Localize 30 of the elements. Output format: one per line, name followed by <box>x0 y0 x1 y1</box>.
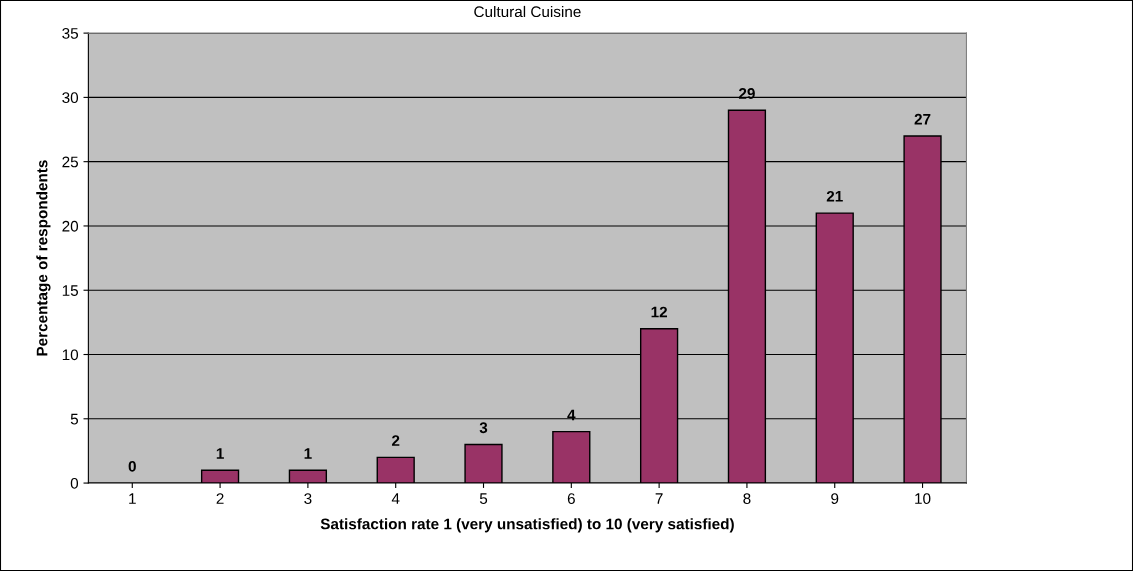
x-tick-label: 5 <box>479 493 488 505</box>
data-label: 2 <box>391 435 400 446</box>
x-axis-title: Satisfaction rate 1 (very unsatisfied) to 10 (very satisfied) <box>320 518 734 533</box>
x-tick-label: 4 <box>391 493 400 504</box>
y-tick-label: 30 <box>62 92 79 104</box>
x-tick-label: 8 <box>743 493 751 505</box>
y-tick-label: 35 <box>62 27 79 39</box>
x-tick-label: 9 <box>831 493 839 505</box>
x-tick-label: 3 <box>304 493 312 505</box>
y-tick-label: 25 <box>62 156 79 168</box>
y-tick-label: 10 <box>62 349 79 361</box>
y-tick-label: 0 <box>70 477 79 489</box>
data-label: 3 <box>479 422 488 434</box>
y-tick-label: 5 <box>70 413 79 425</box>
y-axis-title: Percentage of respondents <box>36 160 51 356</box>
y-tick-label: 15 <box>62 285 79 296</box>
x-tick-label: 2 <box>216 493 224 504</box>
data-label: 12 <box>651 306 668 318</box>
data-label: 21 <box>826 190 843 202</box>
data-label: 0 <box>128 460 136 472</box>
data-label: 1 <box>304 448 312 459</box>
x-tick-label: 1 <box>129 493 136 504</box>
data-label: 27 <box>914 113 931 125</box>
data-label: 1 <box>216 448 224 459</box>
x-tick-label: 10 <box>915 493 931 505</box>
x-tick-label: 6 <box>567 493 575 505</box>
chart-title: Cultural Cuisine <box>474 5 581 18</box>
y-tick-label: 20 <box>62 220 79 232</box>
data-label: 4 <box>567 409 576 421</box>
x-tick-label: 7 <box>655 493 663 504</box>
